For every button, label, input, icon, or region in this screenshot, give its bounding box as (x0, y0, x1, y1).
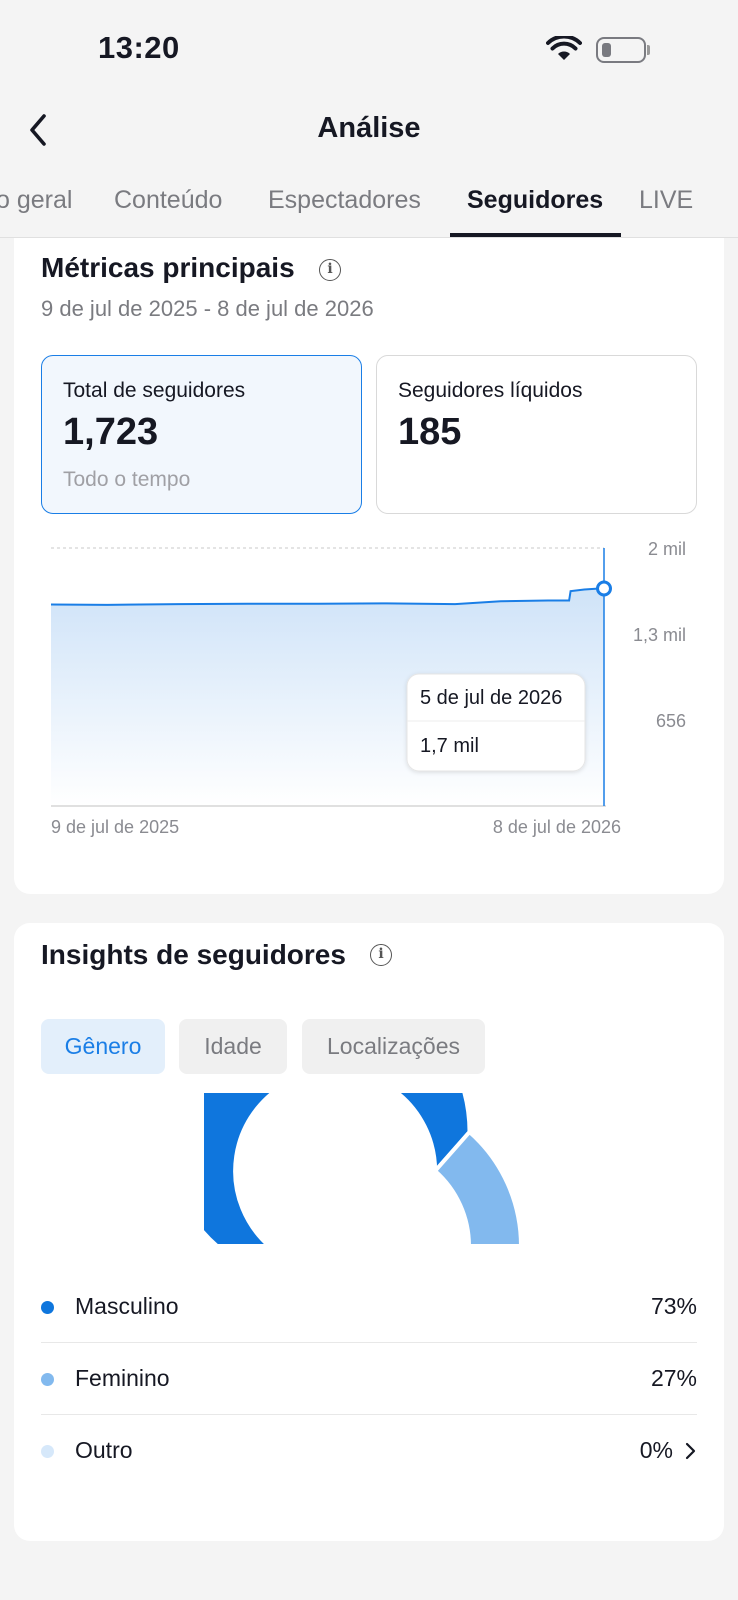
x-tick-label-start: 9 de jul de 2025 (51, 817, 179, 837)
status-bar: 13:20 (0, 0, 738, 100)
legend-value: 27% (650, 1365, 697, 1391)
section-title: Métricas principais (41, 252, 295, 283)
gender-semi-donut-chart (204, 1093, 524, 1248)
series-line (50, 587, 604, 606)
data-point-marker (596, 580, 612, 597)
header: Análise (0, 100, 738, 162)
battery-tip (647, 45, 650, 55)
date-range: 9 de jul de 2025 - 8 de jul de 2026 (41, 296, 374, 321)
filter-gender[interactable]: Gênero (41, 1019, 165, 1074)
metric-label: Seguidores líquidos (398, 379, 583, 402)
legend-value: 0% (639, 1437, 673, 1463)
chevron-right-icon[interactable] (683, 1441, 697, 1461)
info-icon[interactable]: i (319, 259, 341, 281)
legend-row-other[interactable]: Outro 0% (41, 1415, 697, 1487)
legend-dot (41, 1445, 54, 1458)
donut-slice-0 (204, 1093, 472, 1248)
back-arrow-icon[interactable] (24, 110, 54, 150)
tooltip-date: 5 de jul de 2026 (420, 687, 562, 709)
tab-viewers[interactable]: Espectadores (268, 186, 421, 214)
section-title: Insights de seguidores (41, 939, 346, 970)
metric-value: 185 (398, 411, 462, 453)
follower-insights-card: Insights de seguidores i Gênero Idade Lo… (14, 923, 724, 1541)
filter-locations[interactable]: Localizações (302, 1019, 485, 1074)
donut-slice-1 (432, 1129, 524, 1248)
info-icon[interactable]: i (370, 944, 392, 966)
status-time: 13:20 (98, 30, 180, 65)
y-tick-label: 2 mil (648, 539, 686, 559)
filter-age[interactable]: Idade (179, 1019, 287, 1074)
legend-value: 73% (650, 1293, 697, 1319)
metric-subtitle: Todo o tempo (63, 468, 191, 491)
battery-icon (596, 37, 646, 63)
net-followers-card[interactable]: Seguidores líquidos 185 (376, 355, 697, 514)
legend-row-female: Feminino 27% (41, 1343, 697, 1415)
tooltip-value: 1,7 mil (420, 735, 479, 757)
followers-area-chart[interactable]: 2 mil 1,3 mil 656 9 de jul de 2025 8 de … (14, 538, 724, 858)
key-metrics-card: Métricas principais i 9 de jul de 2025 -… (14, 238, 724, 894)
tab-followers[interactable]: Seguidores (467, 186, 604, 214)
chart-tooltip: 5 de jul de 2026 1,7 mil (406, 673, 586, 772)
active-tab-indicator (450, 233, 621, 237)
tab-content[interactable]: Conteúdo (114, 186, 223, 214)
x-tick-label-end: 8 de jul de 2026 (493, 817, 621, 837)
page-title: Análise (317, 112, 421, 144)
tab-live[interactable]: LIVE (639, 186, 694, 214)
metric-value: 1,723 (63, 411, 159, 453)
wifi-icon (546, 36, 582, 60)
legend-label: Masculino (75, 1293, 179, 1319)
legend-label: Feminino (75, 1365, 170, 1391)
legend-label: Outro (75, 1437, 133, 1463)
legend-dot (41, 1373, 54, 1386)
y-tick-label: 656 (656, 711, 686, 731)
legend-dot (41, 1301, 54, 1314)
tab-overview[interactable]: o geral (0, 186, 73, 214)
legend-row-male: Masculino 73% (41, 1271, 697, 1343)
y-tick-label: 1,3 mil (633, 625, 686, 645)
metric-label: Total de seguidores (63, 379, 246, 402)
total-followers-card[interactable]: Total de seguidores 1,723 Todo o tempo (41, 355, 362, 514)
tab-bar: o geral Conteúdo Espectadores Seguidores… (0, 178, 738, 238)
